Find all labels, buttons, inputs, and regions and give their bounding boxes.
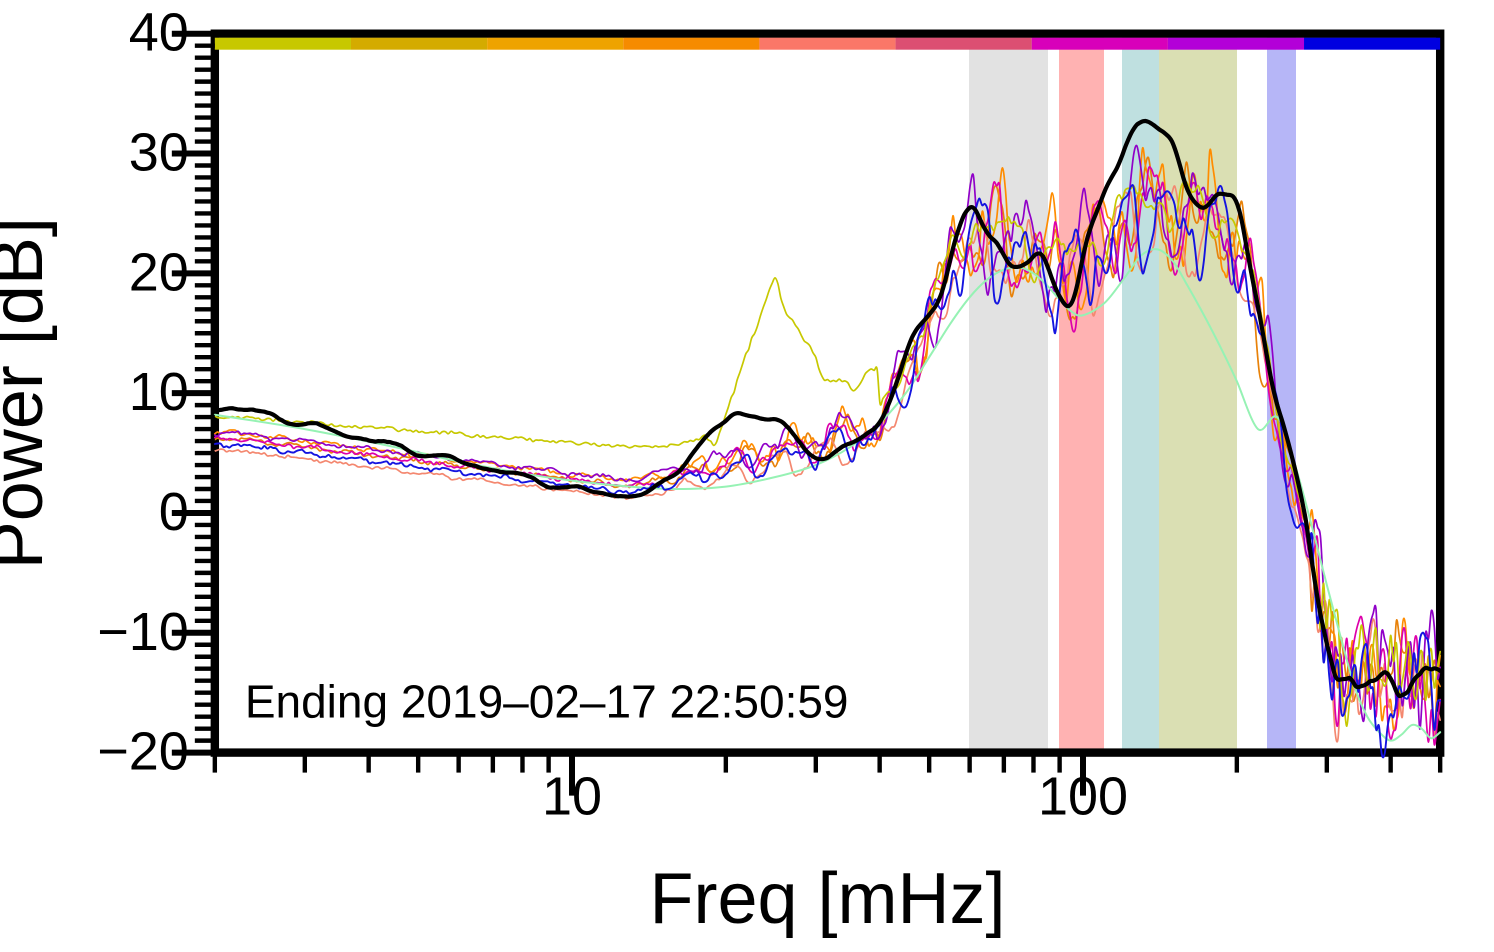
svg-text:100: 100: [1038, 767, 1128, 827]
svg-text:−10: −10: [97, 602, 189, 662]
svg-text:40: 40: [129, 3, 189, 63]
svg-text:30: 30: [129, 123, 189, 183]
svg-text:−20: −20: [97, 722, 189, 782]
svg-text:Ending 2019–02–17 22:50:59: Ending 2019–02–17 22:50:59: [245, 676, 849, 728]
svg-text:0: 0: [159, 482, 189, 542]
svg-text:20: 20: [129, 242, 189, 302]
svg-text:10: 10: [542, 767, 602, 827]
svg-text:Power [dB]: Power [dB]: [0, 217, 58, 569]
svg-text:Freq [mHz]: Freq [mHz]: [649, 859, 1005, 939]
svg-text:10: 10: [129, 362, 189, 422]
